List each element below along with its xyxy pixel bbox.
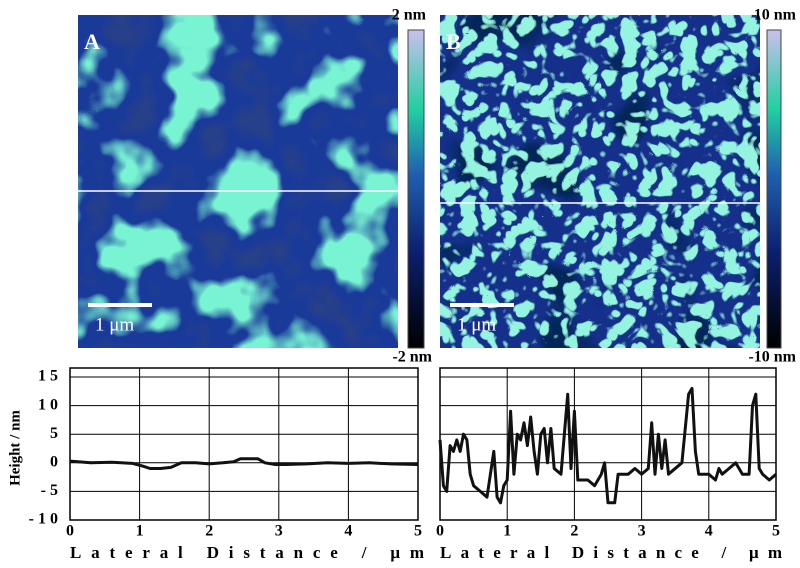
panel-label: A [84, 29, 100, 54]
y-tick-label: 0 [50, 453, 62, 470]
colorbar [766, 29, 782, 349]
scale-label: 1 μm [95, 314, 134, 335]
plot-frame [69, 367, 419, 521]
colorbar-max: 10 nm [754, 7, 797, 24]
colorbar-min: -2 nm [392, 349, 432, 366]
x-tick-label: 0 [66, 523, 74, 540]
afm-texture [440, 15, 760, 348]
profile-trace [69, 457, 419, 470]
x-tick-label: 0 [436, 523, 444, 540]
colorbar-min: -10 nm [748, 349, 796, 366]
panel-label: B [446, 29, 461, 54]
x-tick-label: 5 [414, 523, 422, 540]
afm-texture [78, 15, 398, 348]
x-tick-label: 2 [205, 523, 213, 540]
x-tick-label: 4 [705, 523, 713, 540]
x-tick-label: 3 [638, 523, 646, 540]
x-tick-label: 2 [570, 523, 578, 540]
y-tick-label: -10 [29, 511, 62, 528]
y-axis-label: Height / nm [7, 410, 23, 486]
x-tick-label: 1 [136, 523, 144, 540]
x-tick-label: 3 [275, 523, 283, 540]
x-tick-label: 5 [772, 523, 780, 540]
y-tick-label: 10 [38, 396, 62, 413]
x-axis-label: Lateral Distance / μm [440, 543, 782, 562]
scale-label: 1 μm [457, 314, 496, 335]
y-tick-label: 15 [38, 368, 62, 385]
y-tick-label: -5 [41, 482, 62, 499]
colorbar-max: 2 nm [392, 7, 427, 24]
x-axis-label: Lateral Distance / μm [70, 543, 424, 562]
y-tick-label: 5 [50, 425, 62, 442]
x-tick-label: 4 [344, 523, 352, 540]
colorbar [407, 29, 425, 349]
x-tick-label: 1 [503, 523, 511, 540]
profile-trace [438, 386, 777, 505]
